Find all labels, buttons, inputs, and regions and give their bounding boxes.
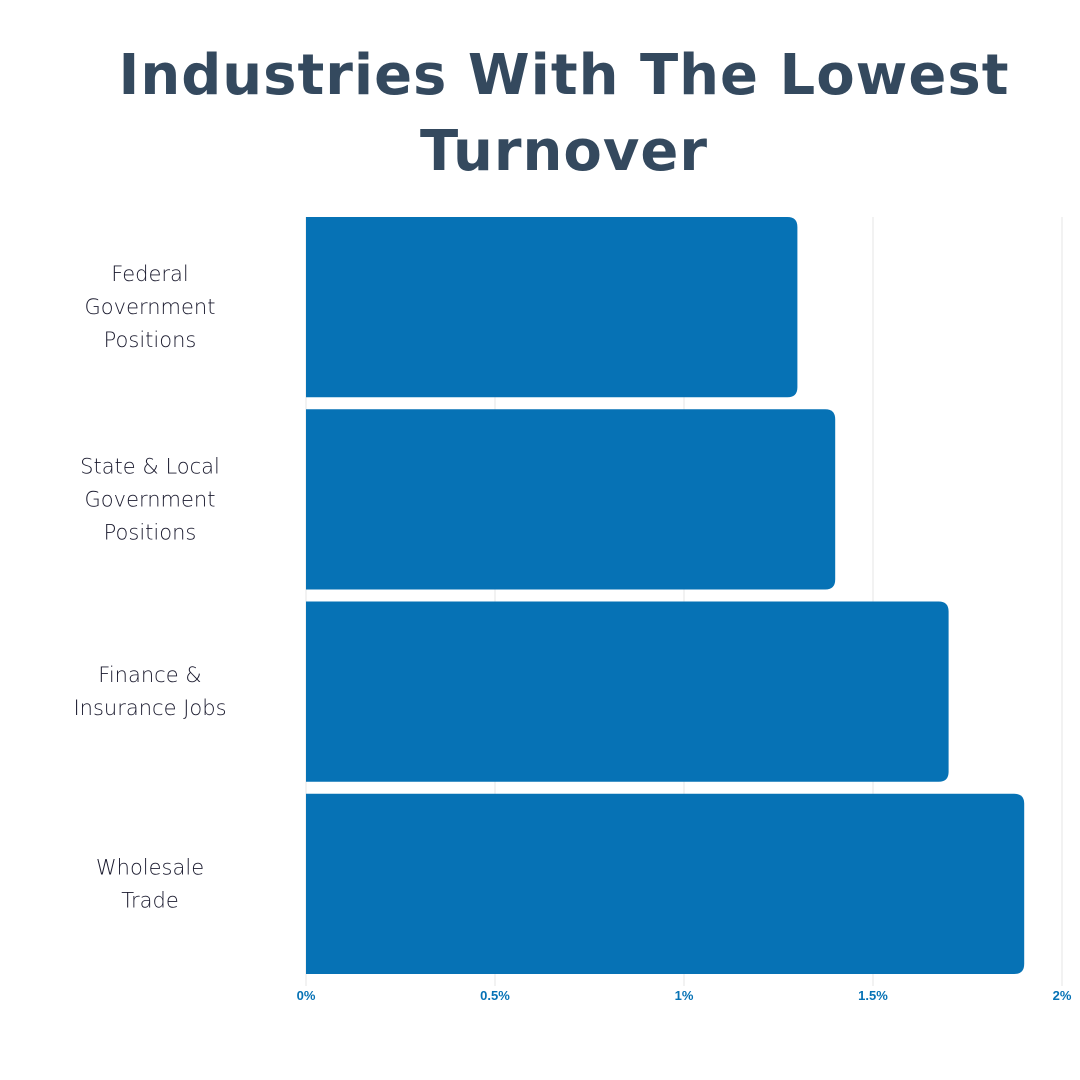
bar bbox=[306, 793, 1025, 974]
x-tick-label: 0.5% bbox=[480, 988, 510, 1003]
category-label: Finance & Insurance Jobs bbox=[73, 663, 226, 720]
x-tick-label: 2% bbox=[1053, 988, 1072, 1003]
category-label: Federal Government Positions bbox=[85, 262, 216, 352]
x-tick-label: 1.5% bbox=[858, 988, 888, 1003]
category-label: State & Local Government Positions bbox=[80, 454, 220, 544]
bar bbox=[306, 217, 798, 398]
x-tick-label: 0% bbox=[297, 988, 316, 1003]
x-tick-label: 1% bbox=[675, 988, 694, 1003]
bar bbox=[306, 601, 949, 782]
category-label: Wholesale Trade bbox=[96, 855, 204, 912]
bar bbox=[306, 409, 836, 590]
chart-title: Industries With The Lowest Turnover bbox=[118, 43, 1010, 184]
